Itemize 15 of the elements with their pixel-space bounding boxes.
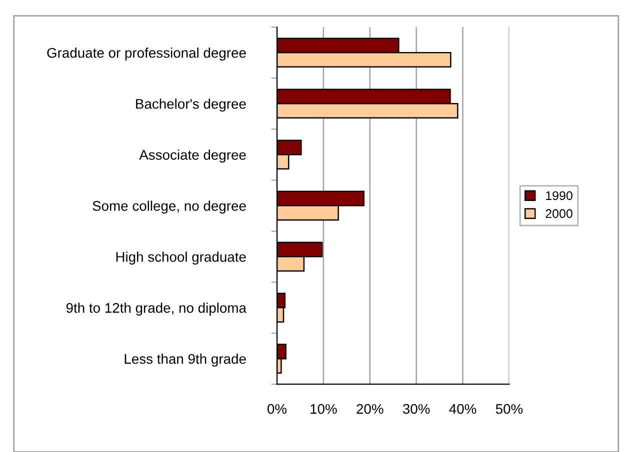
legend-label: 1990 [546,191,572,200]
x-tick-label: 0% [268,404,287,414]
legend-label: 2000 [546,209,572,218]
y-tick-label: High school graduate [116,252,246,265]
y-tick-label: 9th to 12th grade, no diploma [66,302,246,316]
y-tick-label: Associate degree [139,150,246,163]
y-tick-label: Graduate or professional degree [47,48,246,61]
y-tick-label: Some college, no degree [92,200,246,214]
x-tick-label: 10% [310,404,337,414]
x-tick-label: 20% [356,404,384,414]
y-tick-label: Bachelor's degree [136,98,246,112]
x-tick-label: 40% [449,404,476,414]
y-tick-label: Less than 9th grade [124,354,246,367]
x-tick-label: 30% [402,404,430,414]
x-tick-label: 50% [496,404,523,414]
